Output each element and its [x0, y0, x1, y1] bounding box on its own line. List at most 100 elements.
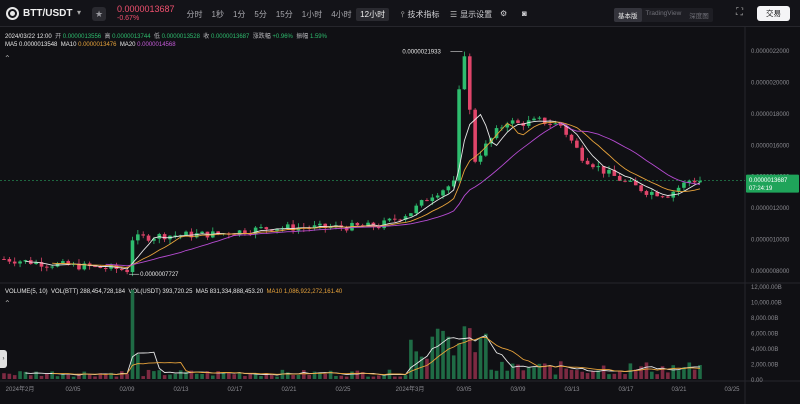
volume-bar — [211, 375, 215, 379]
interval-tab-5[interactable]: 1小时 — [301, 10, 323, 19]
volume-bar — [532, 367, 536, 379]
candle-body — [146, 235, 151, 241]
side-panel-handle[interactable]: › — [0, 350, 7, 368]
candle-body — [387, 218, 392, 221]
volume-collapse-chevron-icon[interactable]: ⌃ — [4, 299, 11, 308]
candle-body — [291, 224, 295, 231]
trade-button[interactable]: 交易 — [757, 6, 790, 21]
volume-bar — [682, 367, 686, 379]
volume-bar — [119, 371, 124, 379]
favorite-star-icon[interactable]: ★ — [92, 7, 106, 21]
open-value: 0.0000013556 — [62, 34, 102, 40]
volume-axis-label: 0.00 — [751, 378, 763, 384]
view-tab-1[interactable]: TradingView — [645, 10, 682, 17]
volume-bar — [623, 374, 627, 379]
price-axis-label: 0.0000012000 — [751, 206, 790, 212]
volume-bar — [698, 365, 702, 379]
interval-tab-4[interactable]: 15分 — [275, 10, 293, 19]
candle-body — [77, 263, 81, 270]
candle-body — [12, 261, 17, 264]
volume-bar — [259, 376, 263, 379]
ohlc-legend: 2024/03/22 12:00 开 0.0000013556 高 0.0000… — [5, 31, 327, 40]
candle-body — [376, 227, 381, 229]
candle-body — [596, 166, 601, 168]
last-price: 0.0000013687 — [117, 4, 175, 14]
price-axis-label: 0.0000008000 — [751, 269, 790, 275]
volume-axis-label: 6,000.00B — [751, 332, 778, 338]
display-settings-button[interactable]: ☰ 显示设置 — [450, 9, 492, 20]
volume-axis-label: 10,000.00B — [751, 301, 782, 307]
volume-bar — [269, 375, 274, 379]
high-value: 0.0000013744 — [112, 34, 151, 40]
close-label: 收 — [203, 34, 210, 40]
trading-pair[interactable]: BTT/USDT — [23, 8, 73, 19]
candle-body — [451, 180, 456, 187]
display-label: 显示设置 — [460, 10, 493, 19]
price-axis-label: 0.0000018000 — [751, 112, 790, 118]
candle-body — [467, 56, 472, 110]
candle-body — [119, 268, 124, 270]
volume-bar — [462, 326, 467, 379]
volume-bar — [446, 336, 451, 379]
collapse-chevron-icon[interactable]: ⌃ — [4, 54, 11, 63]
candle-body — [237, 230, 242, 235]
candle-body — [360, 225, 365, 227]
candle-body — [425, 200, 429, 202]
candle-body — [698, 180, 702, 183]
volume-bar — [323, 373, 328, 379]
view-tab-0[interactable]: 基本版 — [614, 8, 642, 22]
interval-tab-6[interactable]: 4小时 — [331, 10, 352, 19]
interval-tab-1[interactable]: 1秒 — [211, 10, 224, 19]
interval-tab-2[interactable]: 1分 — [232, 10, 246, 19]
candle-body — [628, 180, 633, 182]
volume-axis-label: 4,000.00B — [751, 347, 778, 353]
candle-body — [559, 123, 563, 126]
volume-bar — [291, 374, 295, 379]
camera-icon[interactable]: ◙ — [522, 9, 527, 18]
interval-tab-0[interactable]: 分时 — [186, 10, 203, 19]
interval-tab-7[interactable]: 12小时 — [356, 8, 390, 21]
candle-body — [264, 227, 269, 230]
volume-bar — [205, 371, 210, 379]
interval-tab-3[interactable]: 5分 — [254, 10, 267, 19]
countdown-text: 07:24:19 — [749, 186, 773, 192]
chevron-down-icon[interactable]: ▾ — [77, 8, 82, 17]
candle-body — [692, 180, 697, 183]
ma20-label: MA20 — [119, 42, 136, 48]
volume-bar — [382, 374, 386, 379]
volume-bar — [12, 375, 17, 379]
volume-bar — [526, 367, 531, 379]
candle-body — [259, 227, 263, 229]
volume-bar — [366, 376, 370, 379]
volume-bar — [650, 371, 654, 379]
low-label: 低 — [153, 34, 160, 40]
candle-body — [644, 191, 649, 195]
volume-bar — [200, 374, 204, 379]
volume-bar — [596, 370, 601, 379]
indicators-button[interactable]: ⫯ 技术指标 — [401, 9, 439, 20]
candle-body — [318, 223, 322, 226]
price-axis-label: 0.0000022000 — [751, 49, 790, 55]
candle-body — [403, 216, 408, 220]
fullscreen-icon[interactable]: ⛶ — [736, 7, 743, 18]
candle-body — [441, 190, 445, 196]
candle-body — [7, 259, 12, 262]
volume-bar — [505, 370, 510, 379]
gear-icon[interactable]: ⚙ — [500, 9, 508, 18]
ma20-line — [105, 122, 701, 267]
candle-body — [435, 195, 440, 198]
volume-btt: VOL(BTT) 288,454,728,184 — [51, 289, 126, 295]
volume-bar — [344, 376, 349, 379]
view-tab-2[interactable]: 深度图 — [689, 13, 709, 20]
candle-body — [484, 143, 488, 156]
volume-bar — [162, 375, 167, 379]
volume-axis-label: 8,000.00B — [751, 316, 778, 322]
volume-bar — [136, 354, 140, 379]
candle-body — [45, 266, 49, 268]
candle-body — [184, 231, 188, 236]
time-axis-label: 02/09 — [119, 387, 135, 393]
open-label: 开 — [55, 34, 62, 40]
volume-bar — [45, 373, 49, 379]
candle-body — [93, 266, 97, 268]
